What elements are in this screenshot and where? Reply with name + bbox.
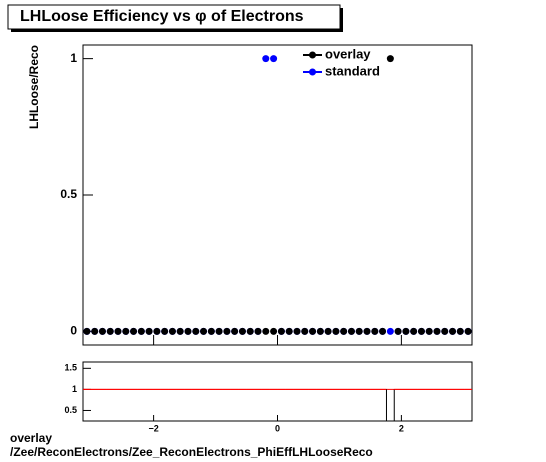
data-point [192,327,200,335]
data-point [98,327,106,335]
data-point [200,327,208,335]
data-point [425,327,433,335]
data-point [371,327,379,335]
data-point [394,327,402,335]
data-point [379,327,387,335]
ratio-y-tick-label: 1 [72,384,77,394]
chart-title: LHLoose Efficiency vs φ of Electrons [20,8,304,25]
data-point [456,327,464,335]
legend-label: overlay [325,46,371,61]
data-point [262,55,270,63]
data-point [464,327,472,335]
data-point [176,327,184,335]
data-point [301,327,309,335]
data-point [223,327,231,335]
data-point [238,327,246,335]
ratio-x-tick-label: 0 [275,423,280,433]
data-point [441,327,449,335]
ratio-x-tick-label: −2 [148,423,158,433]
data-point [168,327,176,335]
data-point [254,327,262,335]
data-point [363,327,371,335]
data-point [153,327,161,335]
data-point [309,327,317,335]
ratio-y-tick-label: 1.5 [64,363,77,373]
data-point [402,327,410,335]
title-box [7,4,341,30]
y-tick-label: 1 [70,51,77,65]
ratio-frame [82,361,473,422]
data-point [114,327,122,335]
legend-marker [309,68,316,76]
data-point [83,327,91,335]
data-point [324,327,332,335]
data-point [246,327,254,335]
data-point [91,327,99,335]
data-point [332,327,340,335]
data-point [106,327,114,335]
data-point [145,327,153,335]
data-point [386,55,394,63]
data-point [215,327,223,335]
data-point [449,327,457,335]
footer: overlay [10,431,52,445]
ratio-y-tick-label: 0.5 [64,405,77,415]
data-point [316,327,324,335]
y-axis-label: LHLoose/Reco [27,45,41,129]
data-point [122,327,130,335]
data-point [433,327,441,335]
data-point [130,327,138,335]
data-point [340,327,348,335]
data-point [410,327,418,335]
data-point [137,327,145,335]
data-point [417,327,425,335]
data-point [347,327,355,335]
y-tick-label: 0.5 [60,187,77,201]
data-point [277,327,285,335]
data-point [270,327,278,335]
data-point [262,327,270,335]
data-point [184,327,192,335]
data-point [355,327,363,335]
data-point [270,55,278,63]
plot-frame [82,44,473,346]
data-point [386,327,394,335]
legend-marker [309,51,316,59]
data-point [207,327,215,335]
ratio-bin [385,389,395,421]
data-point [231,327,239,335]
data-point [285,327,293,335]
ratio-x-tick-label: 2 [399,423,404,433]
data-point [293,327,301,335]
y-tick-label: 0 [70,324,77,338]
data-point [161,327,169,335]
legend-label: standard [325,63,380,78]
footer: /Zee/ReconElectrons/Zee_ReconElectrons_P… [10,445,373,459]
